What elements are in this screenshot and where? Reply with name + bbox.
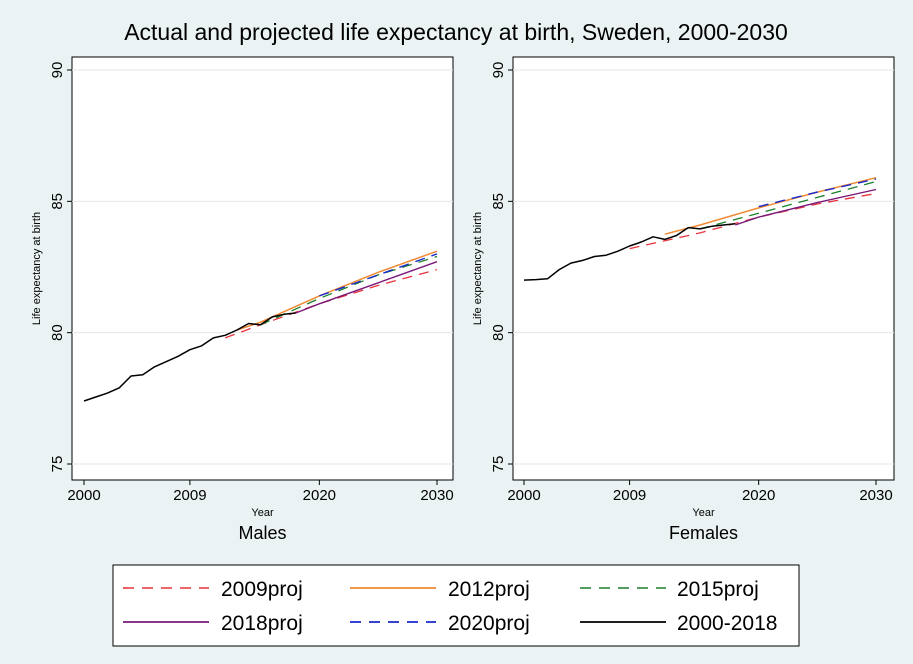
plot-area [71,56,454,481]
legend-label: 2015proj [677,578,759,601]
x-tick-label: 2030 [420,487,453,504]
series-line-2018proj [295,261,438,314]
y-axis-label: Life expectancy at birth [472,212,484,325]
y-tick-label: 75 [49,456,66,473]
panels: 75 80 85 90 2000 2009 2020 2030 Year Life expecta… [31,56,895,543]
panel-title: Females [669,523,738,543]
panel-males: 75 80 85 90 2000 2009 2020 2030 Year Life expecta… [31,56,454,543]
x-axis-label: Year [692,507,715,519]
y-tick-label: 85 [490,193,507,210]
y-axis-label: Life expectancy at birth [31,212,43,325]
legend-label: 2018proj [221,612,303,635]
series-line-2009proj [629,192,877,250]
legend-label: 2000-2018 [677,612,777,635]
y-tick-label: 90 [49,62,66,79]
x-tick-label: 2030 [859,487,892,504]
x-axis-label: Year [251,507,274,519]
x-tick-label: 2009 [173,487,206,504]
legend-label: 2009proj [221,578,303,601]
y-tick-label: 85 [49,193,66,210]
series-line-2018proj [734,188,877,226]
series-line-2015proj [699,180,877,230]
legend: 2009proj 2012proj 2015proj 2018proj 2020proj… [112,564,800,647]
legend-label: 2012proj [448,578,530,601]
x-tick-label: 2000 [67,487,100,504]
legend-box [112,564,800,647]
x-tick-label: 2020 [742,487,775,504]
series-line-2020proj [758,178,877,208]
legend-label: 2020proj [448,612,530,635]
chart-title: Actual and projected life expectancy at … [124,19,788,45]
series-line-2015proj [260,255,438,326]
x-tick-label: 2009 [613,487,646,504]
x-tick-label: 2000 [507,487,540,504]
series-line-2000-2018 [523,222,736,281]
y-tick-label: 90 [490,62,507,79]
y-tick-label: 80 [49,324,66,341]
x-tick-label: 2020 [303,487,336,504]
panel-title: Males [238,523,286,543]
series-line-2020proj [319,253,438,297]
panel-females: 75 80 85 90 2000 2009 2020 2030 Year Life expecta… [472,56,895,543]
y-tick-label: 80 [490,324,507,341]
y-tick-label: 75 [490,456,507,473]
plot-area [512,56,895,481]
series-line-2000-2018 [83,312,296,402]
series-line-2009proj [224,268,438,339]
